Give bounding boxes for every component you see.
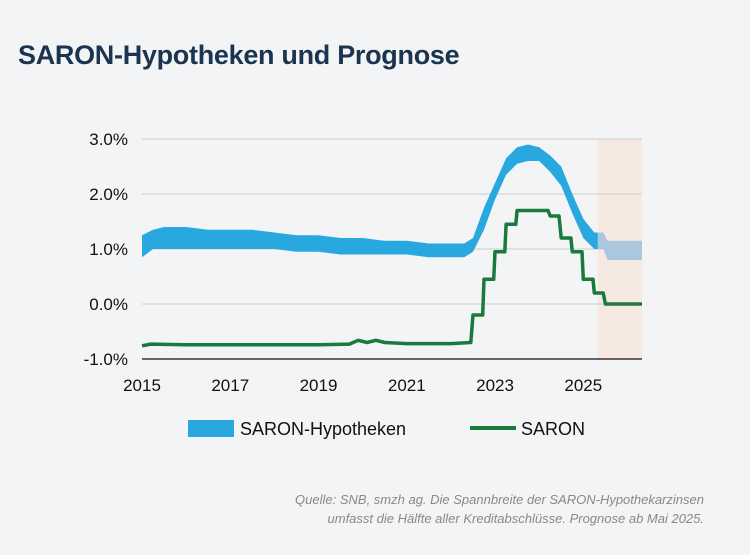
y-tick-label: 1.0% [89, 240, 128, 259]
legend-label-saron-hypotheken: SARON-Hypotheken [240, 419, 406, 439]
y-tick-label: -1.0% [84, 350, 128, 369]
x-tick-label: 2015 [123, 376, 161, 395]
y-tick-label: 3.0% [89, 130, 128, 149]
x-tick-label: 2021 [388, 376, 426, 395]
footnote-line-2: umfasst die Hälfte aller Kreditabschlüss… [327, 511, 704, 526]
chart-title: SARON-Hypotheken und Prognose [18, 40, 460, 70]
saron-hypotheken-band [142, 144, 598, 258]
x-tick-label: 2023 [476, 376, 514, 395]
y-tick-label: 0.0% [89, 295, 128, 314]
saron-hypotheken-forecast-band [597, 232, 642, 260]
legend-swatch-saron-hypotheken [188, 420, 234, 437]
x-tick-label: 2025 [564, 376, 602, 395]
x-tick-label: 2019 [300, 376, 338, 395]
x-tick-label: 2017 [211, 376, 249, 395]
saron-line [141, 208, 642, 348]
y-tick-label: 2.0% [89, 185, 128, 204]
footnote-line-1: Quelle: SNB, smzh ag. Die Spannbreite de… [295, 492, 704, 507]
legend-label-saron: SARON [521, 419, 585, 439]
footnote: Quelle: SNB, smzh ag. Die Spannbreite de… [224, 490, 704, 528]
